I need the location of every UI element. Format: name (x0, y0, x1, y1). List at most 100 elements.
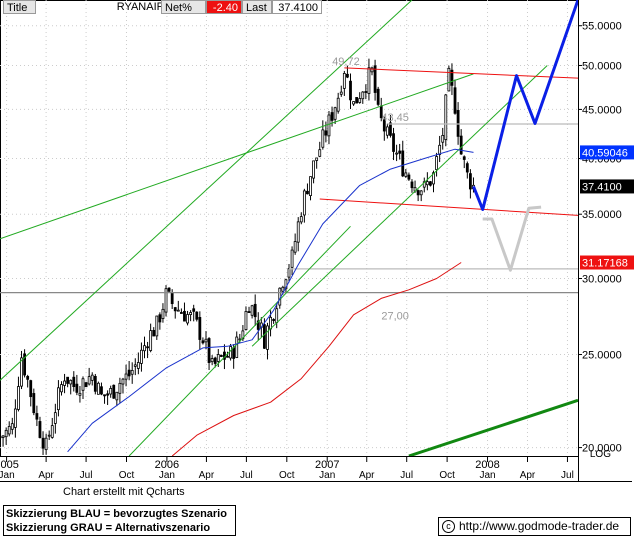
candle (376, 86, 380, 107)
candle (315, 157, 319, 169)
candle (441, 127, 445, 150)
candle-body (349, 80, 352, 101)
candle-body (352, 101, 355, 105)
candle (382, 116, 386, 141)
candle-body (425, 181, 429, 186)
candle-body (149, 330, 153, 351)
candle (158, 312, 162, 330)
price-marker-box (580, 179, 634, 194)
y-tick-label-3: 35.0000 (582, 209, 622, 221)
candle (121, 377, 125, 394)
candle (26, 374, 30, 388)
candle-body (296, 221, 300, 243)
candle-body (164, 288, 168, 313)
candle (109, 385, 113, 398)
candle (407, 172, 411, 181)
candle-body (235, 336, 239, 358)
candle-body (96, 382, 100, 395)
candle-body (158, 314, 162, 323)
x-tick-label-3: Oct (119, 470, 135, 481)
candle (29, 379, 33, 407)
candle (342, 70, 346, 96)
candle (370, 66, 374, 76)
candle (72, 371, 76, 392)
candle-body (219, 355, 223, 357)
legend-blue-scenario: Skizzierung BLAU = bevorzugtes Szenario (6, 508, 227, 520)
candle (367, 58, 371, 101)
candle (250, 304, 254, 319)
candle (226, 351, 229, 358)
trend-line-1 (0, 0, 413, 381)
source-link[interactable]: c http://www.godmode-trader.de (438, 517, 631, 536)
candle (327, 111, 331, 145)
candle (155, 315, 159, 340)
candle (38, 416, 42, 439)
candle-body (155, 315, 159, 337)
x-tick-label-8: Jan (319, 470, 335, 481)
trend-line-2 (251, 65, 548, 347)
candle (462, 155, 466, 169)
x-year-label-12: 2008 (475, 459, 499, 471)
candle (318, 141, 322, 158)
candle (361, 91, 365, 104)
candle-body (20, 357, 23, 387)
candle-body (173, 307, 177, 312)
candle-body (133, 364, 137, 367)
candle (416, 189, 420, 202)
x-tick-label-4: Jan (159, 470, 175, 481)
candle (349, 73, 352, 110)
candle (84, 381, 88, 388)
candle-body (392, 133, 395, 152)
y-tick-label-6: 50.0000 (582, 60, 622, 72)
candle (146, 341, 149, 359)
candle-body (382, 119, 386, 132)
candle (284, 278, 288, 294)
candle-body (32, 393, 36, 414)
candle-body (373, 65, 377, 93)
candle-body (429, 181, 432, 186)
candle-body (327, 114, 331, 137)
candle (321, 120, 325, 150)
price-marker-1: 37.4100 (580, 179, 634, 194)
candle-body (422, 181, 426, 188)
title-label: Title (3, 0, 36, 14)
candle (176, 300, 180, 312)
candle (302, 188, 306, 223)
x-tick-label-5: Apr (199, 470, 215, 481)
candle (130, 362, 134, 384)
candle-body (87, 376, 91, 385)
y-tick-label-1: 25.0000 (582, 350, 622, 362)
candle-body (444, 94, 448, 140)
candle-body (364, 91, 368, 93)
candle-body (100, 386, 103, 395)
candle-body (226, 355, 229, 358)
candlestick-series (0, 58, 475, 455)
candle (20, 350, 23, 390)
candle-body (441, 135, 445, 143)
candle-body (201, 340, 205, 344)
candle (204, 331, 208, 350)
candle (364, 84, 368, 100)
candle-body (361, 91, 365, 100)
candle-body (78, 392, 82, 396)
candle-body (183, 310, 186, 322)
candle (44, 433, 48, 455)
candle-body (416, 190, 420, 196)
candle (444, 93, 448, 147)
y-scale-label: LOG (590, 449, 611, 460)
candle (35, 405, 39, 427)
candle-body (60, 384, 63, 393)
trend-line-4 (344, 67, 578, 79)
candle (385, 123, 389, 139)
candle (118, 377, 122, 403)
y-tick-label-0: 20.0000 (582, 443, 622, 455)
candle-body (176, 309, 180, 312)
candle (13, 399, 17, 438)
candle-body (342, 73, 346, 89)
candle (247, 306, 251, 313)
candle (398, 143, 402, 160)
y-tick-label-5: 45.0000 (582, 104, 622, 116)
netpct-value: -2.40 (206, 0, 242, 14)
candle-body (468, 173, 472, 190)
candle-body (346, 73, 349, 78)
